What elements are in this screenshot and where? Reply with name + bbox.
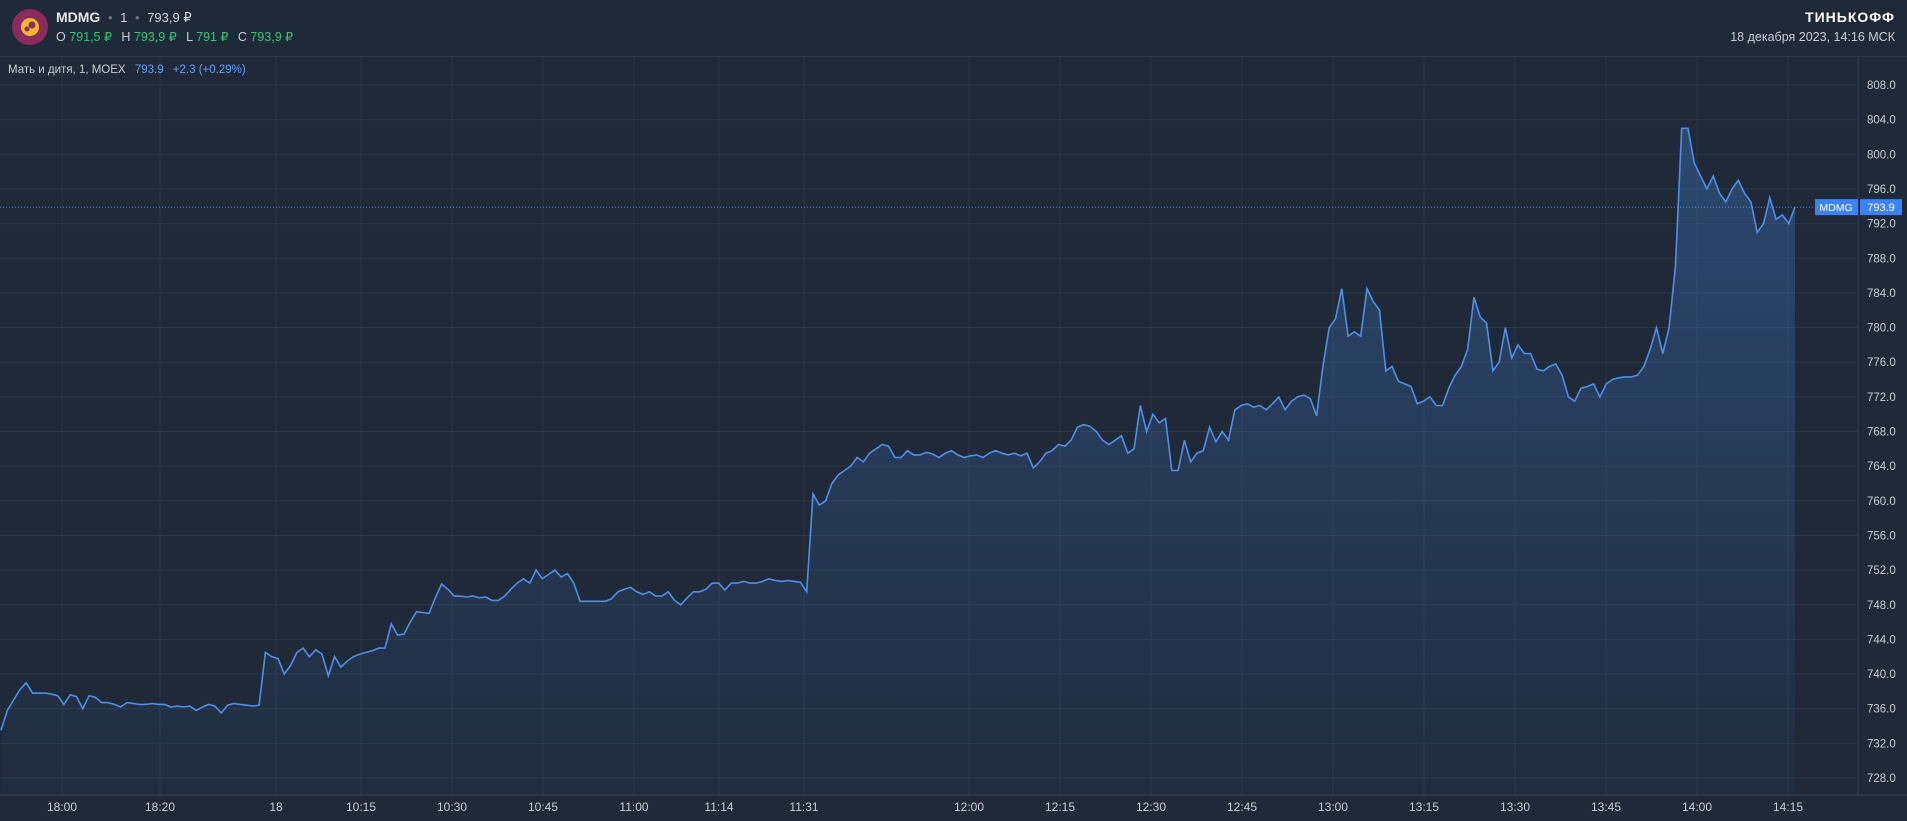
x-axis[interactable]: 18:00 18:20 18 10:15 10:30 10:45 11:00 11:14 11:… — [47, 800, 1803, 814]
y-tick-label: 792.0 — [1867, 219, 1896, 231]
y-tick-label: 788.0 — [1867, 253, 1896, 265]
y-tick-label: 744.0 — [1867, 634, 1896, 646]
x-tick-label: 11:00 — [619, 800, 648, 814]
x-tick-label: 11:14 — [704, 800, 733, 814]
x-tick-label: 18:00 — [47, 800, 77, 814]
y-tick-label: 732.0 — [1867, 738, 1896, 750]
x-tick-label: 14:00 — [1682, 800, 1712, 814]
x-tick-label: 12:00 — [954, 800, 984, 814]
x-tick-label: 13:30 — [1500, 800, 1530, 814]
y-tick-label: 736.0 — [1867, 704, 1896, 716]
x-tick-label: 18 — [269, 800, 283, 814]
ticker-symbol[interactable]: MDMG — [56, 9, 101, 25]
y-tick-label: 756.0 — [1867, 530, 1896, 542]
series-legend[interactable]: Мать и дитя, 1, MOEX 793.9 +2.3 (+0.29%) — [8, 64, 246, 76]
x-tick-label: 18:20 — [145, 800, 175, 814]
y-tick-label: 752.0 — [1867, 565, 1896, 577]
x-tick-label: 11:31 — [789, 800, 818, 814]
last-label-series: MDMG — [1819, 202, 1852, 214]
y-tick-label: 804.0 — [1867, 115, 1896, 127]
y-tick-label: 768.0 — [1867, 427, 1896, 439]
y-tick-label: 760.0 — [1867, 496, 1896, 508]
y-tick-label: 740.0 — [1867, 669, 1896, 681]
y-tick-label: 784.0 — [1867, 288, 1896, 300]
last-label-value: 793.9 — [1867, 202, 1895, 214]
company-logo-icon — [12, 9, 48, 45]
x-tick-label: 10:30 — [437, 800, 467, 814]
legend-series-name: Мать и дитя, 1, MOEX — [8, 64, 126, 76]
price-area-fill — [1, 128, 1795, 796]
ohlc-close: C 793,9 ₽ — [237, 30, 294, 44]
x-tick-label: 10:15 — [346, 800, 376, 814]
separator-dot: • — [135, 10, 140, 25]
y-tick-label: 796.0 — [1867, 184, 1896, 196]
y-tick-label: 764.0 — [1867, 461, 1896, 473]
ohlc-open: O 791,5 ₽ — [56, 30, 112, 44]
y-tick-label: 808.0 — [1867, 80, 1896, 92]
ohlc-values: O 791,5 ₽ H 793,9 ₽ L 791 ₽ C 793,9 ₽ — [56, 29, 299, 44]
x-tick-label: 13:15 — [1409, 800, 1439, 814]
ohlc-low: L 791 ₽ — [186, 30, 229, 44]
last-price-label: MDMG 793.9 — [1815, 199, 1902, 216]
y-tick-label: 748.0 — [1867, 600, 1896, 612]
legend-change: +2.3 (+0.29%) — [172, 64, 246, 76]
x-tick-label: 12:30 — [1136, 800, 1166, 814]
y-tick-label: 772.0 — [1867, 392, 1896, 404]
x-tick-label: 10:45 — [528, 800, 558, 814]
ohlc-high: H 793,9 ₽ — [121, 30, 177, 44]
price-series-line — [0, 127, 1796, 731]
x-tick-label: 13:45 — [1591, 800, 1621, 814]
chart-datetime: 18 декабря 2023, 14:16 МСК — [1730, 30, 1895, 44]
y-axis[interactable]: 808.0 804.0 800.0 796.0 792.0 788.0 784.0 780.0… — [1867, 80, 1896, 785]
x-tick-label: 12:45 — [1227, 800, 1257, 814]
y-tick-label: 776.0 — [1867, 357, 1896, 369]
interval-label[interactable]: 1 — [120, 10, 128, 25]
y-tick-label: 728.0 — [1867, 773, 1896, 785]
y-tick-label: 780.0 — [1867, 323, 1896, 335]
brand-logo: ТИНЬКОФФ — [1805, 9, 1895, 25]
separator-dot: • — [107, 10, 113, 25]
x-tick-label: 14:15 — [1773, 800, 1803, 814]
x-tick-label: 13:00 — [1318, 800, 1348, 814]
legend-price: 793.9 — [134, 64, 164, 76]
chart-header: MDMG • 1 • 793,9 ₽ O 791,5 ₽ H 793,9 ₽ L… — [0, 0, 1907, 57]
last-price: 793,9 ₽ — [147, 10, 192, 25]
ticker-info: MDMG • 1 • 793,9 ₽ — [56, 9, 192, 26]
y-tick-label: 800.0 — [1867, 149, 1896, 161]
x-tick-label: 12:15 — [1045, 800, 1075, 814]
